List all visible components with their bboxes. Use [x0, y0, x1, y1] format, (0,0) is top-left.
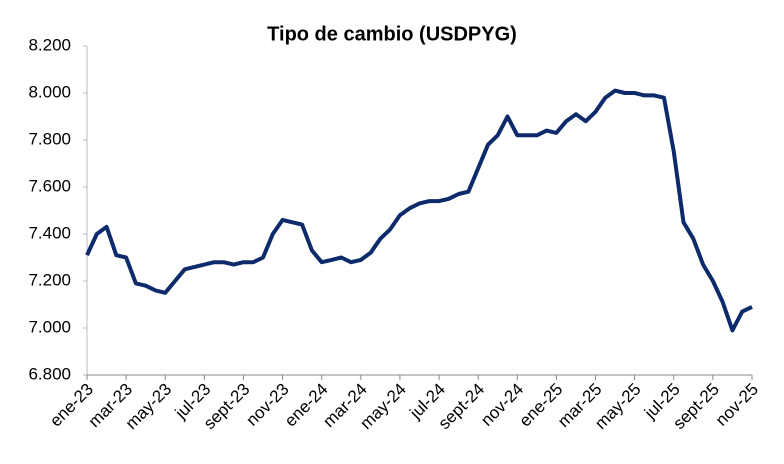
- line-series: [85, 88, 753, 333]
- y-tick-label: 6.800: [28, 364, 71, 383]
- y-tick-label: 7.400: [28, 223, 71, 242]
- chart-title: Tipo de cambio (USDPYG): [267, 23, 517, 45]
- y-tick-label: 8.000: [28, 82, 71, 101]
- y-tick-label: 7.800: [28, 129, 71, 148]
- y-tick-label: 8.200: [28, 35, 71, 54]
- y-tick-label: 7.000: [28, 317, 71, 336]
- y-tick-label: 7.200: [28, 270, 71, 289]
- x-tick-label: nov-25: [712, 380, 762, 430]
- y-tick-label: 7.600: [28, 176, 71, 195]
